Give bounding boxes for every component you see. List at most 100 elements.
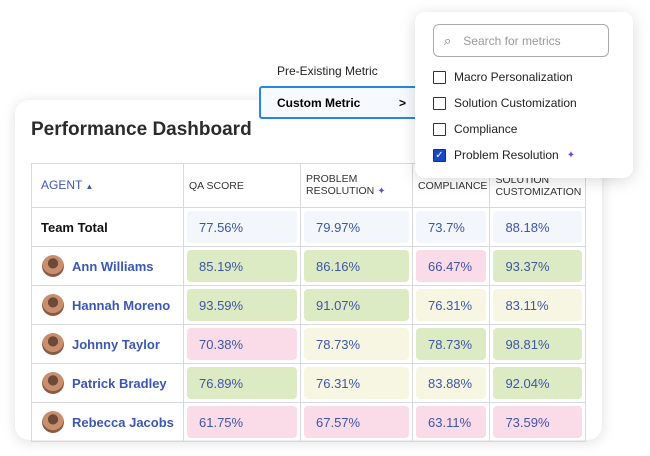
search-icon: ⌕: [444, 32, 452, 48]
table-cell: 85.19%: [183, 246, 301, 286]
metric-value: 66.47%: [416, 250, 487, 282]
table-cell: 76.31%: [411, 285, 491, 325]
option-label: Solution Customization: [454, 96, 577, 110]
avatar: [42, 411, 64, 433]
metric-value: 76.31%: [416, 289, 487, 321]
table-row: Patrick Bradley 76.89% 76.31% 83.88% 92.04%: [31, 363, 586, 403]
table-cell: 78.73%: [411, 324, 491, 364]
table-cell: 66.47%: [411, 246, 491, 286]
metric-value: 73.59%: [493, 406, 582, 438]
menu-item-pre-existing-metric[interactable]: Pre-Existing Metric: [277, 64, 378, 78]
table-cell: 83.11%: [489, 285, 586, 325]
agent-header-label: AGENT: [41, 177, 83, 192]
team-total-row: Team Total 77.56% 79.97% 73.7% 88.18%: [31, 207, 586, 247]
table-cell: 98.81%: [489, 324, 586, 364]
table-cell: 93.37%: [489, 246, 586, 286]
table-cell: 91.07%: [300, 285, 413, 325]
table-cell: 70.38%: [183, 324, 301, 364]
agent-name-link[interactable]: Ann Williams: [72, 258, 154, 274]
table-cell: 86.16%: [300, 246, 413, 286]
agent-cell: Patrick Bradley: [31, 363, 184, 403]
table-row: Johnny Taylor 70.38% 78.73% 78.73% 98.81%: [31, 324, 586, 364]
metric-value: 83.11%: [493, 289, 582, 321]
agent-cell: Hannah Moreno: [31, 285, 184, 325]
qa-score-header[interactable]: QA SCORE: [183, 163, 301, 208]
metric-value: 93.37%: [493, 250, 582, 282]
metric-value: 73.7%: [416, 211, 487, 243]
metric-value: 76.89%: [187, 367, 297, 399]
metric-value: 61.75%: [187, 406, 297, 438]
header-line: RESOLUTION: [306, 185, 375, 197]
problem-resolution-header[interactable]: PROBLEM RESOLUTION ✦: [300, 163, 413, 208]
metric-value: 88.18%: [493, 211, 582, 243]
table-cell: 92.04%: [489, 363, 586, 403]
menu-item-custom-metric[interactable]: Custom Metric >: [259, 86, 424, 119]
avatar: [42, 255, 64, 277]
agent-name-link[interactable]: Johnny Taylor: [72, 336, 160, 352]
header-line: CUSTOMIZATION: [495, 185, 582, 198]
agent-name-link[interactable]: Patrick Bradley: [72, 375, 167, 391]
metric-value: 91.07%: [304, 289, 409, 321]
checkbox[interactable]: [433, 122, 446, 136]
ai-sparkle-icon: ✦: [377, 186, 386, 197]
custom-metric-label: Custom Metric: [277, 95, 361, 110]
table-cell: 67.57%: [300, 402, 413, 442]
metric-value: 92.04%: [493, 367, 582, 399]
table-row: Hannah Moreno 93.59% 91.07% 76.31% 83.11%: [31, 285, 586, 325]
metric-value: 85.19%: [187, 250, 297, 282]
table-cell: 79.97%: [300, 207, 413, 247]
table-cell: 88.18%: [489, 207, 586, 247]
table-cell: 73.7%: [411, 207, 491, 247]
search-placeholder: Search for metrics: [463, 33, 561, 48]
table-row: Ann Williams 85.19% 86.16% 66.47% 93.37%: [31, 246, 586, 286]
search-input[interactable]: ⌕ Search for metrics: [433, 24, 609, 57]
metric-option[interactable]: Solution Customization: [433, 96, 577, 110]
checkbox[interactable]: [433, 70, 446, 84]
metric-option[interactable]: Macro Personalization: [433, 70, 573, 84]
metric-picker-popup: ⌕ Search for metrics Macro Personalizatio…: [415, 12, 633, 178]
table-cell: 83.88%: [411, 363, 491, 403]
metric-value: 76.31%: [304, 367, 409, 399]
metric-value: 70.38%: [187, 328, 297, 360]
table-cell: 77.56%: [183, 207, 301, 247]
chevron-right-icon: >: [398, 95, 406, 110]
agent-column-header[interactable]: AGENT ▲: [31, 163, 184, 208]
table-cell: 78.73%: [300, 324, 413, 364]
performance-table: AGENT ▲ QA SCORE PROBLEM RESOLUTION ✦ COM…: [31, 163, 586, 442]
metric-value: 79.97%: [304, 211, 409, 243]
metric-value: 86.16%: [304, 250, 409, 282]
checkbox[interactable]: ✓: [433, 148, 446, 162]
table-cell: 61.75%: [183, 402, 301, 442]
team-total-label: Team Total: [31, 207, 184, 247]
table-cell: 76.89%: [183, 363, 301, 403]
page-title: Performance Dashboard: [31, 119, 252, 140]
metric-value: 83.88%: [416, 367, 487, 399]
avatar: [42, 333, 64, 355]
ai-sparkle-icon: ✦: [566, 149, 576, 161]
table-cell: 76.31%: [300, 363, 413, 403]
metric-value: 63.11%: [416, 406, 487, 438]
avatar: [42, 372, 64, 394]
header-line: PROBLEM: [306, 173, 358, 185]
table-row: Rebecca Jacobs 61.75% 67.57% 63.11% 73.59%: [31, 402, 586, 442]
table-cell: 93.59%: [183, 285, 301, 325]
table-cell: 73.59%: [489, 402, 586, 442]
metric-value: 98.81%: [493, 328, 582, 360]
option-label: Problem Resolution: [454, 148, 559, 162]
agent-name-link[interactable]: Hannah Moreno: [72, 297, 171, 313]
agent-cell: Rebecca Jacobs: [31, 402, 184, 442]
metric-option[interactable]: ✓ Problem Resolution ✦: [433, 148, 575, 162]
agent-cell: Johnny Taylor: [31, 324, 184, 364]
metric-value: 78.73%: [416, 328, 487, 360]
agent-cell: Ann Williams: [31, 246, 184, 286]
table-cell: 63.11%: [411, 402, 491, 442]
option-label: Macro Personalization: [454, 70, 573, 84]
sort-ascending-icon: ▲: [85, 181, 94, 191]
metric-option[interactable]: Compliance: [433, 122, 517, 136]
metric-value: 77.56%: [187, 211, 297, 243]
metric-value: 67.57%: [304, 406, 409, 438]
checkbox[interactable]: [433, 96, 446, 110]
agent-name-link[interactable]: Rebecca Jacobs: [72, 414, 174, 430]
metric-value: 93.59%: [187, 289, 297, 321]
avatar: [42, 294, 64, 316]
